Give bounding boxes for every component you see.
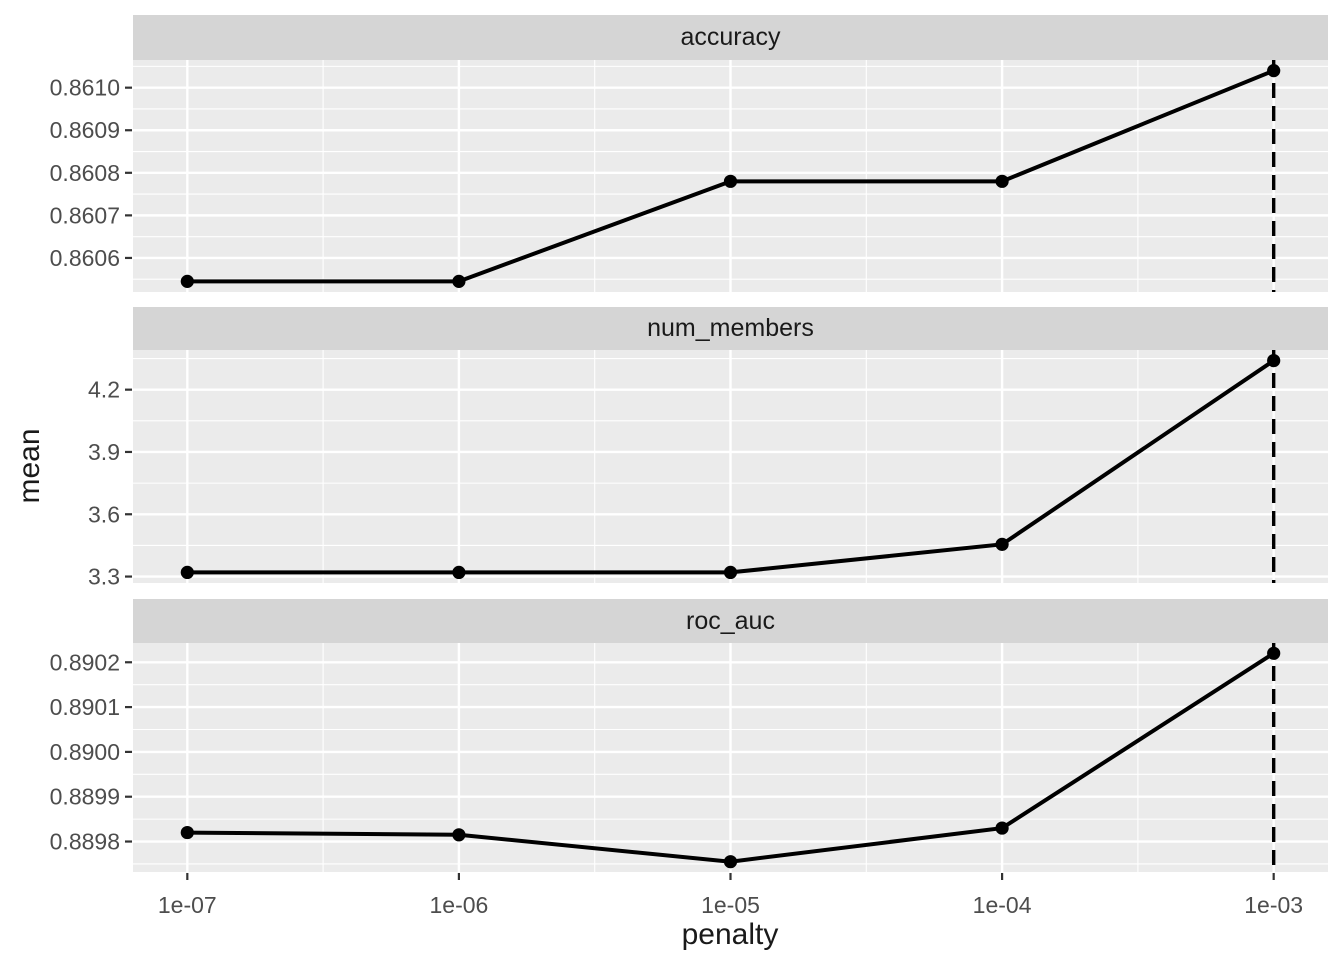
- y-tick-label: 0.8901: [50, 694, 120, 720]
- data-point: [1267, 646, 1281, 660]
- y-tick-label: 0.8900: [50, 739, 120, 765]
- data-point: [452, 828, 466, 842]
- y-tick-label: 0.8607: [50, 202, 120, 228]
- x-tick-label: 1e-03: [1244, 892, 1303, 918]
- y-tick-label: 0.8606: [50, 245, 120, 271]
- data-point: [1267, 353, 1281, 368]
- y-tick-label: 0.8902: [50, 649, 120, 675]
- data-point: [180, 565, 194, 580]
- y-tick-label: 0.8609: [50, 117, 120, 143]
- y-tick-label: 0.8899: [50, 784, 120, 810]
- data-point: [723, 174, 738, 188]
- facet-title: num_members: [647, 314, 814, 342]
- data-point: [452, 274, 466, 288]
- facet-title: roc_auc: [686, 606, 775, 635]
- y-tick-label: 3.9: [88, 439, 120, 465]
- data-point: [180, 274, 194, 288]
- y-tick-label: 4.2: [88, 377, 120, 403]
- x-axis-title: penalty: [681, 918, 779, 951]
- y-tick-label: 3.6: [88, 501, 120, 527]
- x-tick-label: 1e-04: [973, 892, 1032, 918]
- data-point: [995, 537, 1009, 551]
- y-tick-label: 0.8608: [50, 160, 120, 186]
- data-point: [995, 174, 1009, 188]
- facet-strip-accuracy: accuracy: [133, 15, 1328, 60]
- x-tick-label: 1e-07: [158, 892, 217, 918]
- y-tick-label: 0.8610: [50, 75, 120, 101]
- x-tick-label: 1e-05: [701, 892, 760, 918]
- y-tick-label: 0.8898: [50, 829, 120, 855]
- data-point: [452, 565, 466, 580]
- data-point: [723, 855, 738, 869]
- y-axis-title: mean: [13, 428, 46, 504]
- data-point: [723, 565, 738, 580]
- facet-strip-num-members: num_members: [133, 307, 1328, 350]
- x-tick-label: 1e-06: [429, 892, 488, 918]
- y-tick-label: 3.3: [88, 564, 120, 590]
- facet-strip-roc-auc: roc_auc: [133, 599, 1328, 643]
- data-point: [995, 821, 1009, 835]
- data-point: [180, 825, 194, 840]
- facet-title: accuracy: [680, 23, 781, 51]
- data-point: [1267, 64, 1281, 78]
